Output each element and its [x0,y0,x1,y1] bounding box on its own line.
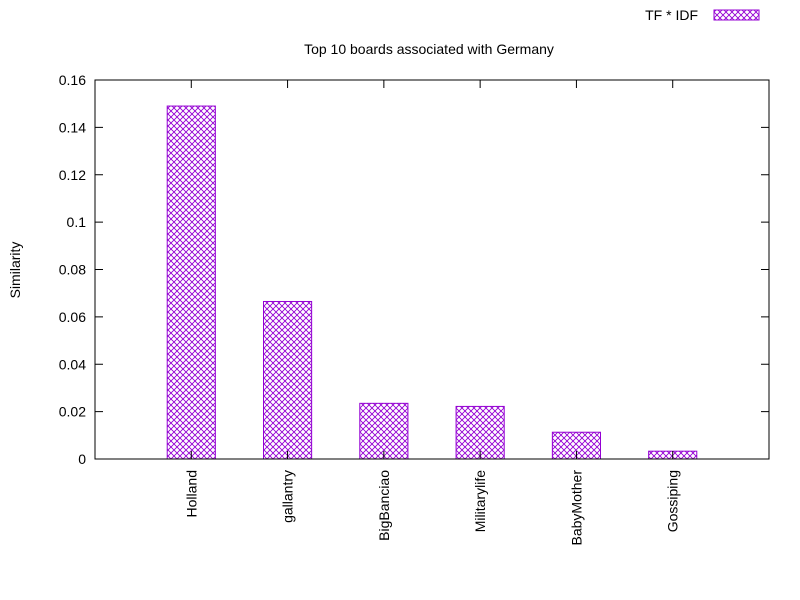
y-axis-ticks: 0 0.02 0.04 0.06 0.08 0.1 0.12 0.14 0.16 [59,72,769,467]
y-tick-label: 0.02 [59,404,86,420]
x-tick-label: Militarylife [472,470,488,532]
y-tick-label: 0.12 [59,167,86,183]
x-tick-label: BigBanciao [376,470,392,541]
legend-label: TF * IDF [645,7,698,23]
y-tick-label: 0 [78,451,86,467]
y-tick-label: 0.16 [59,72,86,88]
legend-swatch [713,9,760,21]
bar-militarylife [455,405,505,460]
x-tick-label: Gossiping [665,470,681,532]
y-tick-label: 0.04 [59,356,86,372]
y-tick-label: 0.1 [67,214,87,230]
y-tick-label: 0.06 [59,309,86,325]
bar-gallantry [263,300,313,460]
bar-bigbanciao [359,402,409,460]
x-tick-label: BabyMother [568,470,584,546]
x-tick-label: Holland [183,470,199,517]
chart-title: Top 10 boards associated with Germany [304,41,554,57]
plot-frame [94,79,770,460]
y-axis-label: Similarity [7,242,23,299]
x-axis-labels: Holland gallantry BigBanciao Militarylife Ba… [183,80,681,546]
x-tick-label: gallantry [280,470,296,523]
y-tick-label: 0.08 [59,262,86,278]
legend: TF * IDF [645,7,760,23]
bar-holland [166,105,216,460]
bar-series [166,105,698,460]
y-tick-label: 0.14 [59,119,86,135]
